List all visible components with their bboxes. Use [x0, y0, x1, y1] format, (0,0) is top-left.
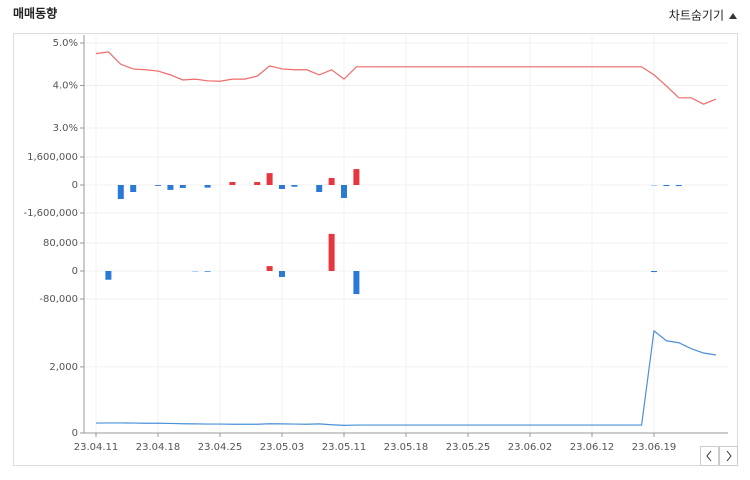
prev-button[interactable] — [701, 447, 719, 466]
bar — [267, 173, 273, 185]
bar — [267, 266, 273, 271]
bar — [254, 182, 260, 185]
bar — [130, 185, 136, 192]
bar — [353, 271, 359, 294]
bar — [205, 271, 211, 272]
section-title: 매매동향 — [13, 6, 57, 21]
y-tick-label: 0 — [72, 180, 78, 191]
y-tick-label: 2,000 — [49, 362, 78, 373]
toggle-button[interactable]: 차트숨기기 — [669, 9, 724, 23]
bar — [279, 185, 285, 189]
bar — [167, 185, 173, 190]
bar — [676, 185, 682, 186]
bar — [155, 185, 161, 186]
y-tick-label: -1,600,000 — [23, 208, 78, 219]
y-tick-label: 5.0% — [53, 38, 78, 49]
bar — [663, 185, 669, 186]
bar — [229, 182, 235, 185]
x-tick-label: 23.05.03 — [260, 442, 305, 453]
x-tick-label: 23.05.18 — [384, 442, 429, 453]
bar — [279, 271, 285, 277]
chart-frame — [14, 34, 738, 466]
x-tick-label: 23.04.11 — [74, 442, 119, 453]
bar — [329, 234, 335, 271]
bar — [651, 271, 657, 272]
x-tick-label: 23.04.25 — [198, 442, 243, 453]
bar — [353, 169, 359, 185]
bar — [118, 185, 124, 199]
x-tick-label: 23.05.11 — [322, 442, 367, 453]
bar — [329, 178, 335, 185]
bar — [341, 185, 347, 198]
toggle-icon[interactable] — [729, 13, 737, 19]
y-tick-label: 4.0% — [53, 81, 78, 92]
y-tick-label: 0 — [72, 428, 78, 439]
y-tick-label: 1,600,000 — [27, 152, 78, 163]
bar — [205, 185, 211, 188]
bar — [316, 185, 322, 192]
x-tick-label: 23.06.19 — [632, 442, 677, 453]
x-tick-label: 23.06.12 — [570, 442, 615, 453]
x-tick-label: 23.04.18 — [136, 442, 181, 453]
x-tick-label: 23.06.02 — [508, 442, 553, 453]
y-tick-label: 3.0% — [53, 123, 78, 134]
bar — [180, 185, 186, 188]
bar — [105, 271, 111, 280]
bar — [291, 185, 297, 187]
y-tick-label: 0 — [72, 266, 78, 277]
next-button[interactable] — [720, 447, 738, 466]
x-tick-label: 23.05.25 — [446, 442, 491, 453]
y-tick-label: -80,000 — [39, 294, 78, 305]
y-tick-label: 80,000 — [43, 238, 78, 249]
